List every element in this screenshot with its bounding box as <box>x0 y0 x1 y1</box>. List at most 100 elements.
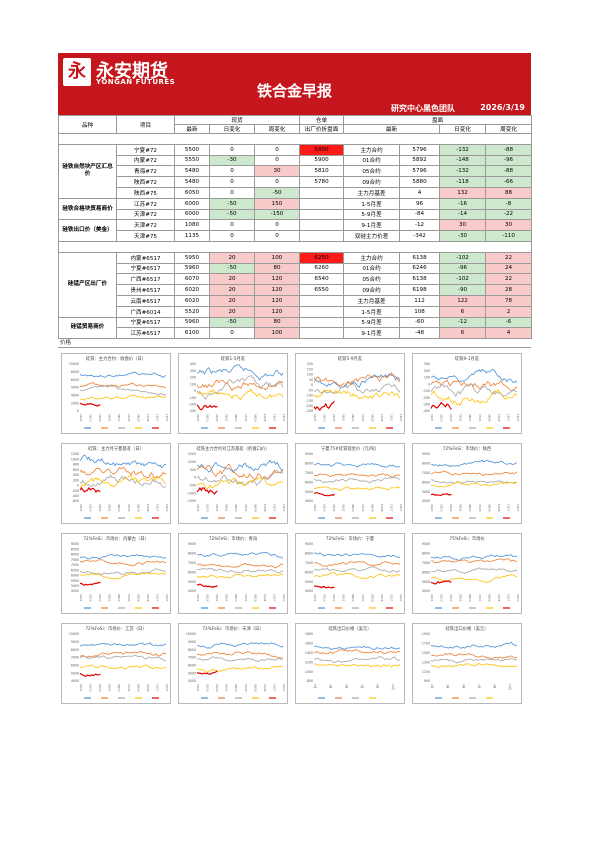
cell-spot-weekly: -150 <box>253 208 301 221</box>
cell-futures-weekly: 22 <box>485 273 533 286</box>
cell-spot-weekly: 30 <box>253 165 301 178</box>
cell-spot-daily: -50 <box>209 316 255 329</box>
cell-futures-daily: -132 <box>439 165 487 178</box>
x-tick-label: 12/27 <box>516 594 520 602</box>
header-banner: 永 永安期货 YONGAN FUTURES 铁合金早报 研究中心黑色团队 202… <box>58 53 531 115</box>
table-row: 广西#6517 6070 20 120 6540 05合约 6138 -102 22 <box>59 273 533 286</box>
cell-warrant: 6250 <box>299 251 345 264</box>
series-line <box>430 382 518 398</box>
group-separator <box>57 133 533 145</box>
x-tick-label: 07/20 <box>478 594 482 602</box>
y-tick-label: 0 <box>77 409 79 413</box>
cell-futures-daily: -132 <box>439 143 487 156</box>
cell-warrant <box>299 327 345 340</box>
y-tick-label: 7500 <box>71 558 79 562</box>
x-tick-label: 10/08 <box>263 504 267 512</box>
y-tick-label: 4000 <box>71 394 79 398</box>
cell-futures-daily: -16 <box>439 197 487 210</box>
series-line <box>196 552 284 559</box>
x-tick-label: 05/01 <box>342 504 346 512</box>
y-tick-label: 8000 <box>71 370 79 374</box>
cell-futures-item: 01合约 <box>343 262 401 275</box>
x-tick-label: 03/22 <box>98 504 102 512</box>
price-table: 品种 项目 现货 仓单 盘面 最新 日变化 周变化 出厂价折盘面 最新 日变化 … <box>57 115 533 340</box>
table-row: 内蒙#72 5550 -30 0 5900 01合约 5892 -148 -96 <box>59 154 533 167</box>
y-tick-label: 5000 <box>188 580 196 584</box>
series-line <box>79 673 101 678</box>
cell-item: 青海#72 <box>116 165 175 178</box>
y-tick-label: 8000 <box>422 462 430 466</box>
cell-spot-latest: 5960 <box>174 316 210 329</box>
y-tick-label: 300 <box>424 362 430 366</box>
x-tick-label: 08/29 <box>253 504 257 512</box>
y-tick-label: 8000 <box>71 648 79 652</box>
x-tick-label: 11/17 <box>389 504 393 512</box>
cell-spot-daily: 0 <box>209 176 255 188</box>
series-line <box>196 642 284 649</box>
x-tick-label: 06/10 <box>234 594 238 602</box>
series-line <box>313 645 401 651</box>
y-tick-label: 8500 <box>71 548 79 552</box>
y-tick-label: 8000 <box>305 552 313 556</box>
cell-warrant <box>299 186 345 199</box>
series-line <box>313 373 401 389</box>
x-tick-label: 12/27 <box>282 504 286 512</box>
y-tick-label: 5000 <box>305 490 313 494</box>
x-tick-label: 07/20 <box>361 594 365 602</box>
x-tick-label: 05/01 <box>342 414 346 422</box>
chart-panel: 72%FeSi：市场价：天津（日） 10000 9000 8000 7000 6000 50… <box>178 623 288 705</box>
series-line <box>196 477 284 490</box>
x-tick-label: 08/29 <box>370 414 374 422</box>
y-tick-label: -500 <box>189 484 196 488</box>
series-line <box>313 492 335 497</box>
chart-panel: 72%FeSi：市场价：内蒙古（日） 9000 8500 8000 7500 7000 65… <box>61 533 171 615</box>
y-tick-label: 1800 <box>305 632 313 636</box>
x-tick-label: 03/22 <box>449 414 453 422</box>
header-spot-weekly: 周变化 <box>253 124 301 134</box>
y-tick-label: 9000 <box>422 452 430 456</box>
y-tick-label: 10000 <box>186 632 196 636</box>
x-tick-label: 01/01 <box>79 504 83 512</box>
report-title: 铁合金早报 <box>256 82 332 100</box>
x-tick-label: 02/10 <box>440 414 444 422</box>
x-tick-label: 11/17 <box>389 414 393 422</box>
x-tick-label: 05/01 <box>459 414 463 422</box>
cell-warrant: 6540 <box>299 273 345 286</box>
cell-spot-weekly: 120 <box>253 305 301 318</box>
y-tick-label: -200 <box>423 396 430 400</box>
cell-spot-weekly: 0 <box>253 154 301 167</box>
y-tick-label: 1100 <box>422 670 430 674</box>
series-line <box>196 388 284 401</box>
cell-spot-weekly: 0 <box>253 176 301 188</box>
y-tick-label: 0 <box>311 383 313 387</box>
series-line <box>430 493 452 497</box>
y-tick-label: 1700 <box>422 642 430 646</box>
x-tick-label: 08/29 <box>370 594 374 602</box>
series-line <box>430 368 518 384</box>
x-tick-label: 11/17 <box>272 594 276 602</box>
x-tick-label: 5月 <box>461 684 465 689</box>
y-tick-label: 4000 <box>188 589 196 593</box>
x-tick-label: 03/22 <box>215 594 219 602</box>
y-tick-label: 0 <box>194 476 196 480</box>
x-tick-label: 7月 <box>477 684 481 689</box>
y-tick-label: -100 <box>423 389 430 393</box>
series-line <box>196 567 284 574</box>
cell-spot-weekly: 120 <box>253 294 301 307</box>
header-futures: 盘面 <box>343 115 533 125</box>
y-tick-label: -400 <box>423 409 430 413</box>
y-tick-label: -200 <box>306 404 313 408</box>
x-tick-label: 12/27 <box>516 414 520 422</box>
series-line <box>430 658 518 664</box>
cell-futures-weekly: -66 <box>485 176 533 188</box>
series-line <box>313 566 401 573</box>
series-line <box>314 649 401 655</box>
y-tick-label: -150 <box>306 399 313 403</box>
cell-futures-latest: 5892 <box>399 154 441 167</box>
cell-futures-weekly: 88 <box>485 186 533 199</box>
table-row: 广西#6014 5520 20 120 1-5月差 108 6 2 <box>59 305 533 318</box>
